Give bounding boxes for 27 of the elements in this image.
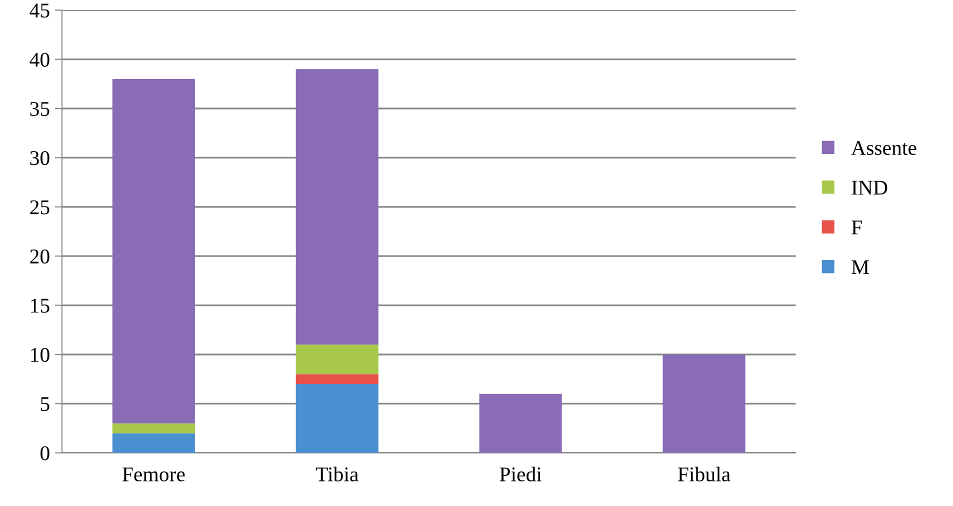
bar xyxy=(296,344,378,374)
y-tick-label: 5 xyxy=(40,397,50,412)
legend-label: M xyxy=(852,260,869,274)
x-tick-label: Fibula xyxy=(678,466,730,482)
legend-label: IND xyxy=(852,180,888,195)
y-tick-label: 45 xyxy=(30,4,50,18)
y-tick-label: 30 xyxy=(30,151,50,166)
bar xyxy=(296,69,378,345)
legend-label: F xyxy=(852,220,862,234)
y-tick-label: 20 xyxy=(30,249,50,264)
bar xyxy=(112,433,195,453)
bar xyxy=(296,384,378,453)
x-tick-label: Femore xyxy=(122,468,185,482)
y-tick-label: 25 xyxy=(30,200,50,214)
bar xyxy=(479,394,562,453)
y-tick-label: 10 xyxy=(31,348,50,362)
y-tick-label: 40 xyxy=(30,52,50,67)
y-tick-label: 0 xyxy=(40,446,50,460)
legend-label: Assente xyxy=(851,141,916,155)
x-tick-label: Piedi xyxy=(500,466,542,482)
y-tick-label: 15 xyxy=(31,298,50,313)
x-tick-label: Tibia xyxy=(316,466,358,482)
y-tick-label: 35 xyxy=(30,102,50,116)
bar xyxy=(662,354,746,453)
bar xyxy=(112,78,195,424)
bar xyxy=(296,374,378,384)
bar xyxy=(112,423,195,434)
